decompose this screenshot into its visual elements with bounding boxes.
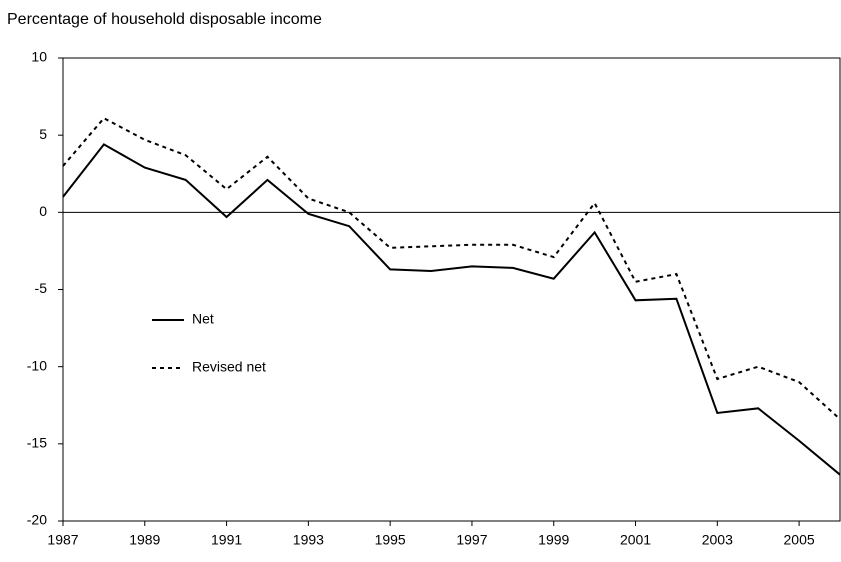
y-tick-label: -20 [27,512,47,528]
x-tick-label: 1997 [456,532,487,548]
x-tick-label: 2005 [784,532,815,548]
legend-label: Net [192,311,214,327]
chart-title: Percentage of household disposable incom… [7,11,322,28]
x-tick-label: 1991 [211,532,242,548]
y-tick-label: -10 [27,357,47,373]
y-tick-label: 0 [39,203,47,219]
x-tick-label: 2003 [702,532,733,548]
x-tick-label: 1999 [538,532,569,548]
x-tick-label: 2001 [620,532,651,548]
x-tick-label: 1987 [47,532,78,548]
plot-frame [62,57,841,522]
x-tick-label: 1995 [375,532,406,548]
y-tick-label: -15 [27,435,47,451]
x-tick-label: 1989 [129,532,160,548]
legend-label: Revised net [192,359,266,375]
series-line [62,143,841,476]
x-tick-label: 1993 [293,532,324,548]
y-tick-label: -5 [35,280,48,296]
y-tick-label: 5 [39,126,47,142]
series-line [62,116,841,420]
y-tick-label: 10 [31,49,47,65]
